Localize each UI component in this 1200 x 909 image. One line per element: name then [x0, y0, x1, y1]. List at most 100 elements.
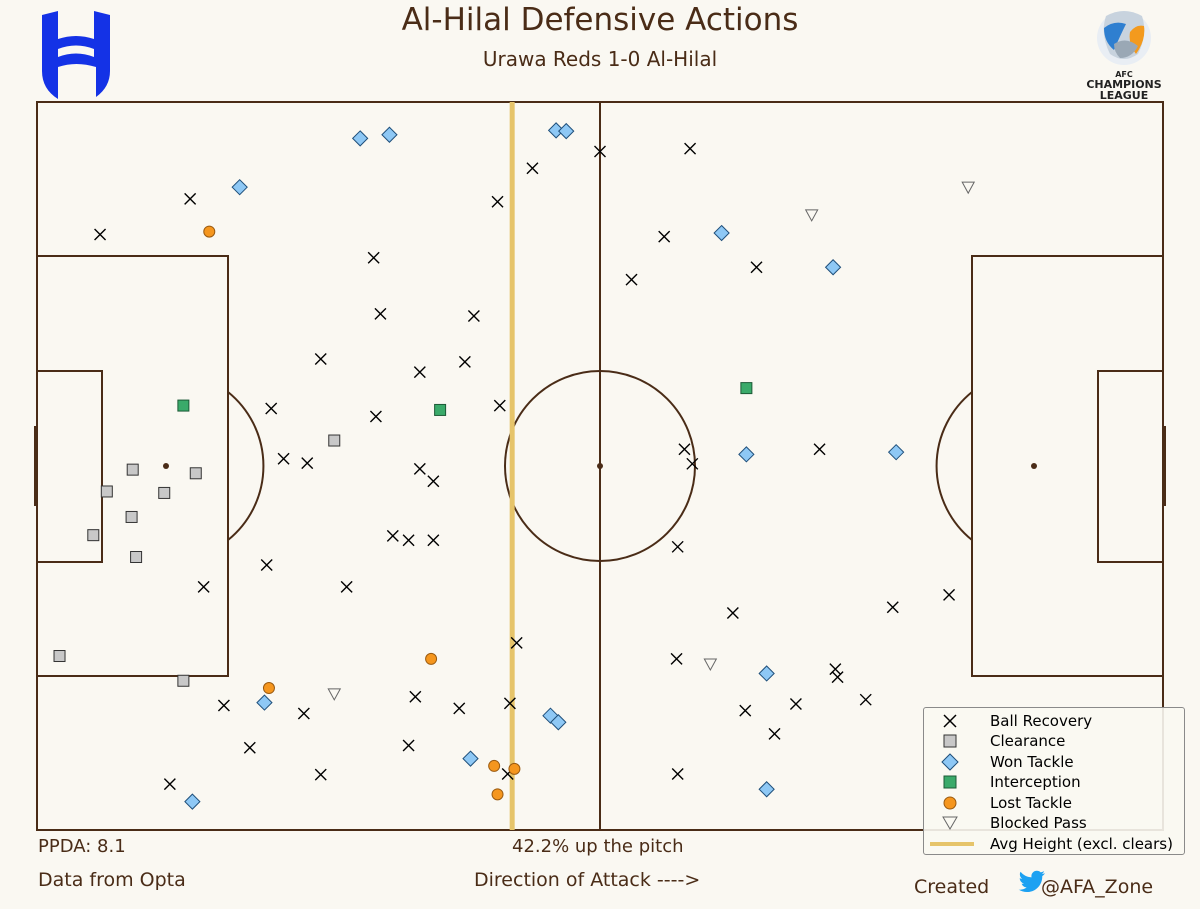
legend-won-tackle: Won Tackle — [924, 752, 1184, 772]
ball-recovery-point — [684, 142, 697, 155]
afc-text: AFC — [1115, 70, 1133, 79]
clearance-point — [53, 650, 66, 663]
ball-recovery-point — [402, 534, 415, 547]
ball-recovery-point — [493, 399, 506, 412]
ball-recovery-point — [409, 690, 422, 703]
ball-recovery-point — [526, 162, 539, 175]
won-tackle-point — [256, 694, 273, 711]
right-penalty-spot — [1031, 463, 1037, 469]
twitter-handle: @AFA_Zone — [1041, 876, 1154, 898]
clearance-point — [189, 467, 202, 480]
blocked-pass-point — [703, 658, 718, 672]
blocked-pass-point — [804, 209, 819, 222]
ball-recovery-point — [491, 195, 504, 208]
right-penalty-arc — [935, 391, 973, 541]
avg-height-pct-label: 42.2% up the pitch — [512, 836, 684, 857]
ball-recovery-point — [658, 230, 671, 243]
legend-blocked-pass: Blocked Pass — [924, 813, 1184, 833]
legend-ball-recovery: Ball Recovery — [924, 711, 1184, 731]
legend-label: Lost Tackle — [990, 794, 1072, 812]
lost-tackle-point — [203, 225, 216, 238]
triangle-marker-icon — [942, 816, 958, 830]
ball-recovery-point — [265, 402, 278, 415]
won-tackle-point — [558, 122, 575, 140]
defensive-action-markers — [53, 122, 976, 810]
won-tackle-point — [184, 793, 201, 810]
clearance-point — [100, 485, 113, 498]
ball-recovery-point — [386, 529, 399, 542]
ball-recovery-point — [163, 778, 176, 791]
square-marker-icon — [943, 734, 957, 748]
won-tackle-point — [351, 130, 369, 147]
ball-recovery-point — [670, 652, 683, 665]
ball-recovery-point — [671, 540, 684, 553]
legend-label: Avg Height (excl. clears) — [990, 835, 1173, 853]
square-marker-icon — [943, 775, 957, 789]
clearance-point — [125, 510, 138, 523]
legend: Ball Recovery Clearance Won Tackle Inter… — [923, 707, 1185, 855]
won-tackle-point — [758, 665, 775, 682]
ball-recovery-point — [678, 443, 691, 456]
lost-tackle-point — [425, 652, 438, 665]
ball-recovery-point — [427, 534, 440, 547]
left-penalty-arc — [227, 391, 265, 541]
ball-recovery-point — [413, 462, 426, 475]
ball-recovery-point — [413, 366, 426, 379]
chart-title: Al-Hilal Defensive Actions — [401, 2, 799, 38]
ball-recovery-point — [340, 580, 353, 593]
right-penalty-box — [971, 255, 1164, 677]
ball-recovery-point — [789, 698, 802, 711]
ball-recovery-point — [671, 767, 684, 780]
ball-recovery-point — [829, 663, 842, 676]
ball-recovery-point — [374, 307, 387, 320]
ball-recovery-point — [739, 704, 752, 717]
won-tackle-point — [231, 178, 248, 196]
ball-recovery-point — [217, 699, 230, 712]
ball-recovery-point — [301, 457, 314, 470]
ball-recovery-point — [314, 352, 327, 365]
won-tackle-point — [713, 224, 730, 242]
right-six-yard-box — [1097, 370, 1164, 563]
ball-recovery-point — [458, 355, 471, 368]
legend-lost-tackle: Lost Tackle — [924, 793, 1184, 813]
league-text: LEAGUE — [1100, 89, 1149, 102]
direction-of-attack-label: Direction of Attack ----> — [474, 869, 701, 891]
ball-recovery-point — [260, 559, 273, 572]
won-tackle-point — [547, 122, 565, 139]
data-source-label: Data from Opta — [38, 869, 186, 891]
legend-label: Interception — [990, 773, 1081, 791]
won-tackle-point — [887, 443, 905, 461]
clearance-point — [328, 434, 341, 447]
ball-recovery-point — [594, 145, 606, 158]
interception-point — [177, 399, 190, 412]
pitch-lines — [34, 101, 1166, 831]
created-label: Created — [914, 876, 990, 898]
diamond-marker-icon — [941, 753, 959, 771]
ball-recovery-point — [402, 739, 415, 752]
ball-recovery-point — [369, 410, 382, 423]
legend-clearance: Clearance — [924, 731, 1184, 751]
ball-recovery-point — [94, 228, 107, 241]
ball-recovery-point — [427, 475, 440, 488]
ball-recovery-point — [277, 452, 290, 465]
blocked-pass-point — [961, 181, 976, 195]
lost-tackle-point — [488, 759, 501, 772]
champions-text: CHAMPIONS — [1086, 78, 1161, 91]
ball-recovery-point — [184, 192, 197, 205]
ball-recovery-point — [831, 671, 844, 684]
ball-recovery-point — [243, 741, 256, 754]
ball-recovery-point — [813, 443, 826, 456]
clearance-point — [177, 674, 190, 687]
ball-recovery-point — [859, 693, 872, 706]
ball-recovery-point — [453, 702, 466, 715]
twitter-icon — [1018, 870, 1045, 893]
lost-tackle-point — [508, 762, 521, 775]
interception-point — [740, 382, 753, 395]
clearance-point — [130, 551, 143, 563]
legend-label: Clearance — [990, 732, 1066, 750]
line-marker-icon — [930, 842, 974, 846]
legend-label: Ball Recovery — [990, 712, 1093, 730]
won-tackle-point — [758, 781, 775, 798]
legend-label: Blocked Pass — [990, 814, 1087, 832]
